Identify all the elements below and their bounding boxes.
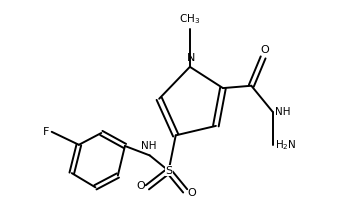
- Text: S: S: [165, 166, 172, 176]
- Text: CH$_3$: CH$_3$: [179, 12, 200, 26]
- Text: F: F: [43, 127, 49, 137]
- Text: N: N: [187, 53, 195, 62]
- Text: NH: NH: [275, 107, 291, 117]
- Text: O: O: [187, 188, 196, 198]
- Text: O: O: [260, 45, 269, 55]
- Text: H$_2$N: H$_2$N: [275, 138, 297, 152]
- Text: NH: NH: [141, 141, 156, 151]
- Text: O: O: [136, 181, 145, 191]
